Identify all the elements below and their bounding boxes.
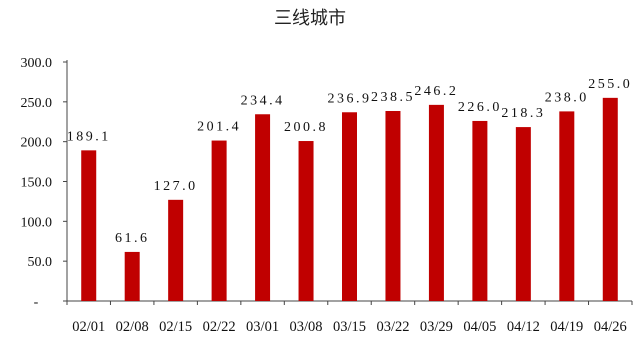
y-tick-label: 200.0 <box>21 136 53 151</box>
x-tick-label: 04/19 <box>550 319 583 335</box>
x-tick-label: 04/12 <box>507 319 540 335</box>
x-tick-label: 03/01 <box>246 319 279 335</box>
x-axis: 02/01 02/08 02/15 02/22 03/01 03/08 03/15 03/22… <box>66 300 633 335</box>
y-tick-label: 300.0 <box>21 56 53 71</box>
data-label: 246.2 <box>414 84 458 99</box>
data-label: 200.8 <box>284 120 328 135</box>
y-tick-label: 250.0 <box>21 96 53 111</box>
bars <box>81 97 618 302</box>
x-tick-label: 04/26 <box>594 319 627 335</box>
x-tick-label: 02/01 <box>72 319 105 335</box>
bar-04-26 <box>602 97 618 301</box>
x-tick-label: 03/22 <box>376 319 409 335</box>
y-axis: 300.0 250.0 200.0 150.0 100.0 50.0 - <box>21 56 68 310</box>
y-tick-label: 100.0 <box>21 215 53 230</box>
data-label: 236.9 <box>328 91 372 106</box>
bar-04-19 <box>559 111 575 301</box>
data-label: 61.6 <box>115 231 150 246</box>
x-tick-label: 02/15 <box>159 319 192 335</box>
bar-04-05 <box>472 120 488 301</box>
bar-03-15 <box>342 112 357 301</box>
data-label: 189.1 <box>67 129 111 144</box>
data-label: 218.3 <box>501 106 545 121</box>
bar-03-29 <box>428 104 444 302</box>
bar-02-01 <box>81 150 97 301</box>
bar-02-22 <box>211 140 227 301</box>
data-label: 226.0 <box>458 100 502 115</box>
y-tick-label: 150.0 <box>21 176 53 191</box>
y-tick-label: - <box>34 295 39 310</box>
bar-03-08 <box>298 141 314 301</box>
bar-03-22 <box>385 110 401 302</box>
x-tick-label: 02/22 <box>203 319 236 335</box>
y-tick-label: 50.0 <box>28 255 53 270</box>
data-label: 255.0 <box>588 77 632 92</box>
x-tick-label: 02/08 <box>116 319 149 335</box>
data-label: 127.0 <box>154 179 198 194</box>
x-tick-label: 04/05 <box>463 319 496 335</box>
bar-02-15 <box>168 199 184 301</box>
bar-03-01 <box>255 114 271 302</box>
data-label: 238.0 <box>545 90 589 105</box>
chart-title: 三线城市 <box>274 8 346 29</box>
x-tick-label: 03/29 <box>420 319 453 335</box>
bar-02-08 <box>124 251 140 301</box>
data-label: 201.4 <box>197 120 241 135</box>
bar-04-12 <box>515 127 531 301</box>
x-tick-label: 03/15 <box>333 319 366 335</box>
x-tick-label: 03/08 <box>290 319 323 335</box>
data-label: 238.5 <box>371 90 415 105</box>
data-label: 234.4 <box>241 93 285 108</box>
